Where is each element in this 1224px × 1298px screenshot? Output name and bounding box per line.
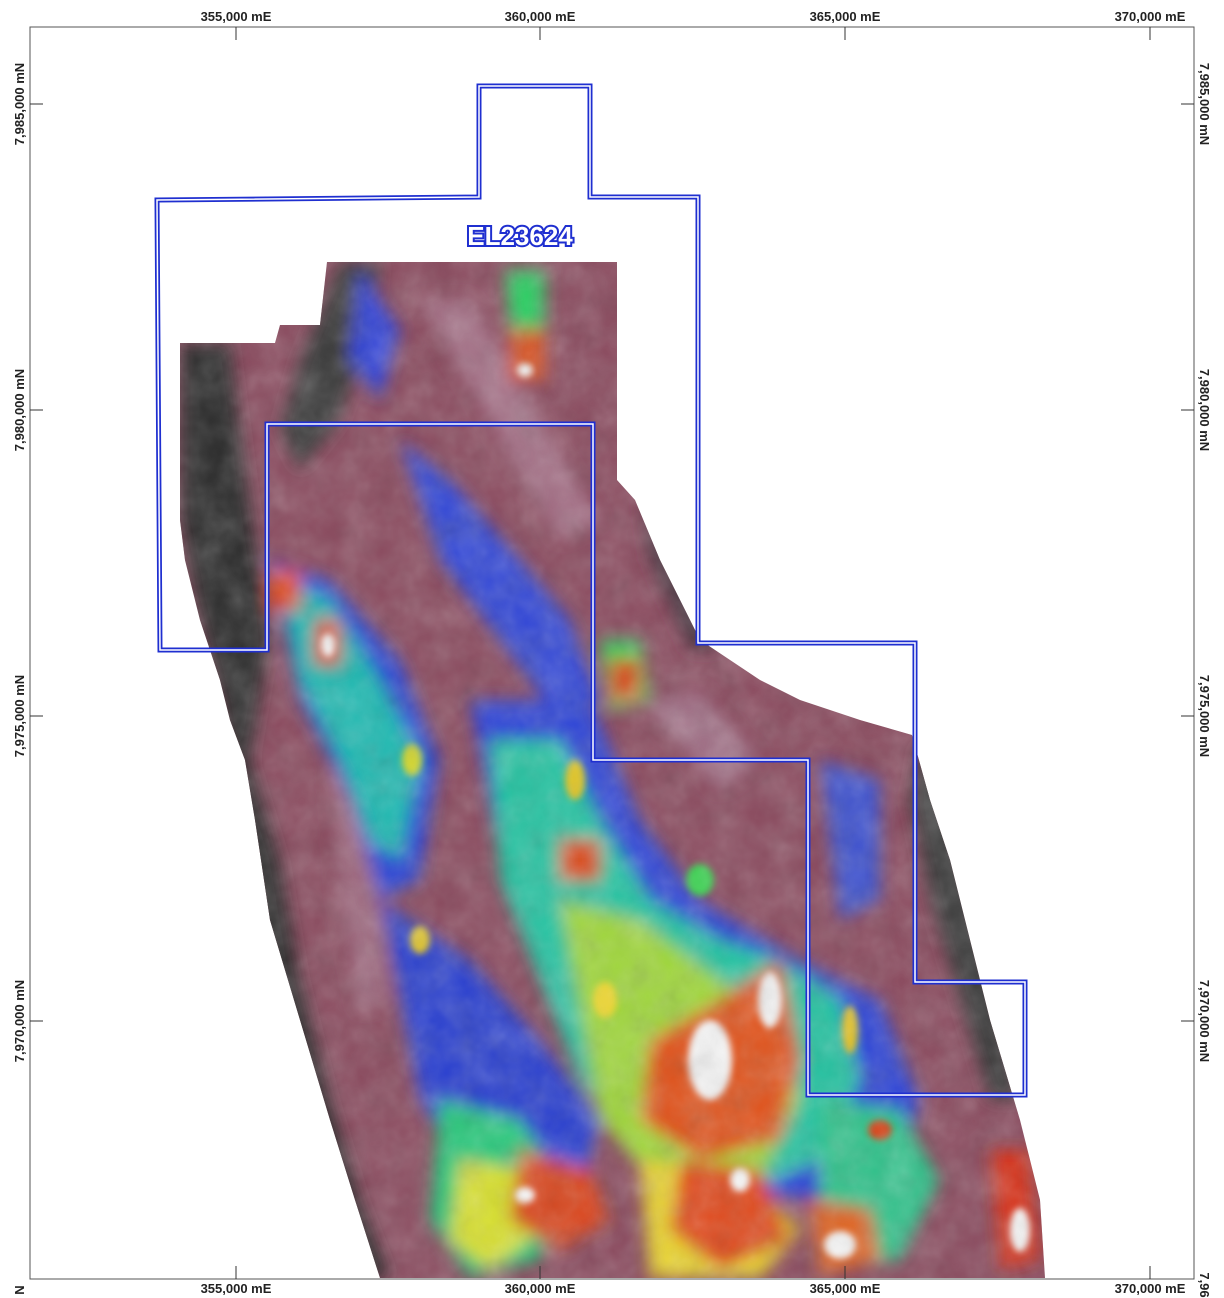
easting-top-ticks	[235, 27, 1151, 40]
northing-label-right: 7,985,000 mN	[1197, 63, 1212, 145]
northing-label-left: 7,980,000 mN	[12, 369, 27, 451]
tenement-label: EL23624	[467, 221, 573, 251]
easting-label-bottom: 355,000 mE	[201, 1281, 272, 1296]
easting-bottom-ticks	[235, 1266, 1151, 1279]
easting-label-top: 365,000 mE	[810, 9, 881, 24]
northing-label-right: 7,975,000 mN	[1197, 675, 1212, 757]
northing-label-left: 7,970,000 mN	[12, 980, 27, 1062]
easting-label-top: 360,000 mE	[505, 9, 576, 24]
corner-fragment-bottom-right: 7,96	[1197, 1272, 1212, 1297]
easting-label-top: 370,000 mE	[1115, 9, 1186, 24]
northing-label-left: 7,985,000 mN	[12, 63, 27, 145]
tenement-boundary	[154, 83, 1028, 1098]
easting-label-bottom: 360,000 mE	[505, 1281, 576, 1296]
corner-fragment-bottom-left: N	[12, 1285, 27, 1294]
northing-label-left: 7,975,000 mN	[12, 675, 27, 757]
easting-label-bottom: 370,000 mE	[1115, 1281, 1186, 1296]
easting-label-top: 355,000 mE	[201, 9, 272, 24]
northing-label-right: 7,980,000 mN	[1197, 369, 1212, 451]
northing-left-ticks	[30, 103, 43, 1022]
northing-label-right: 7,970,000 mN	[1197, 980, 1212, 1062]
northing-right-ticks	[1181, 103, 1194, 1022]
easting-label-bottom: 365,000 mE	[810, 1281, 881, 1296]
